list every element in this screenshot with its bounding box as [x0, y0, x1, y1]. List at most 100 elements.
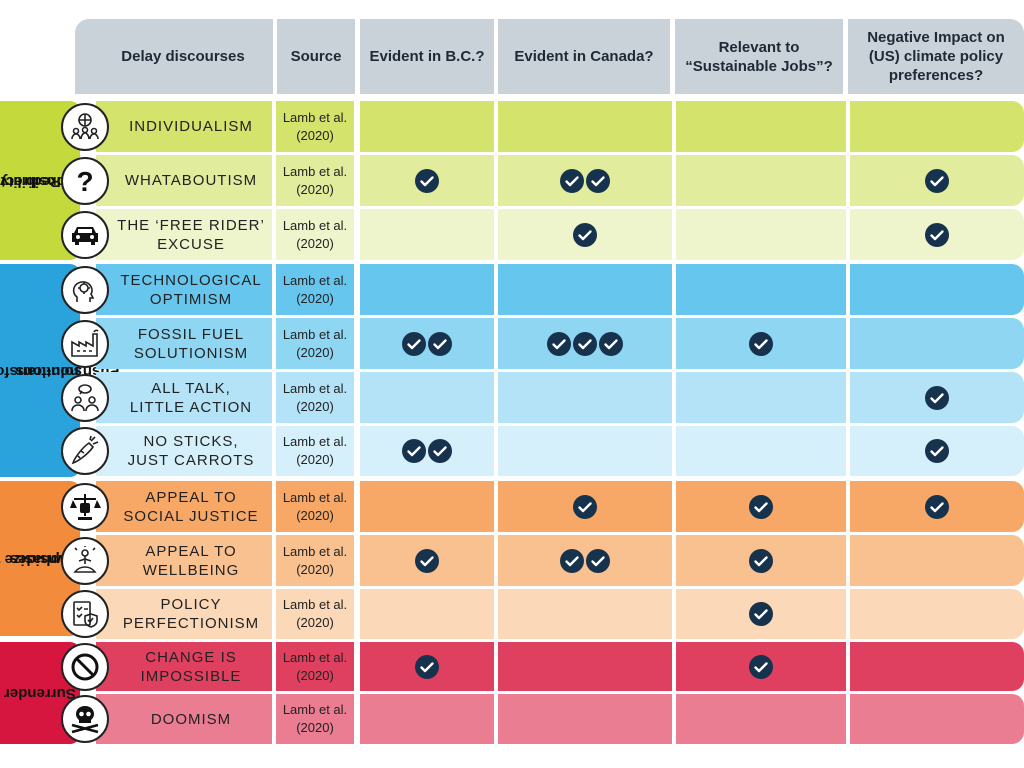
negative-impact-cell	[850, 694, 1024, 744]
check-icon	[573, 331, 597, 356]
evident-canada-cell	[498, 155, 672, 206]
negative-impact-cell	[850, 209, 1024, 260]
check-icon	[547, 331, 571, 356]
source-line2: (2020)	[296, 181, 334, 197]
check-icon	[560, 168, 584, 193]
source-cell: Lamb et al. (2020)	[276, 209, 354, 260]
header-source: Source	[277, 19, 355, 94]
header-evident-bc: Evident in B.C.?	[360, 19, 494, 94]
table-row: FOSSIL FUEL SOLUTIONISM Lamb et al. (2020)	[96, 318, 1024, 369]
check-icon	[925, 439, 949, 463]
negative-impact-cell	[850, 372, 1024, 423]
evident-bc-cell	[360, 426, 494, 476]
table-row: INDIVIDUALISM Lamb et al. (2020)	[96, 101, 1024, 152]
source-line1: Lamb et al.	[282, 543, 348, 559]
evident-bc-cell	[360, 642, 494, 691]
source-line2: (2020)	[296, 398, 334, 414]
source-cell: Lamb et al. (2020)	[276, 694, 354, 744]
source-cell: Lamb et al. (2020)	[276, 589, 354, 639]
table-row: NO STICKS, JUST CARROTS Lamb et al. (2020)	[96, 426, 1024, 476]
header-sustainable-jobs: Relevant to “Sustainable Jobs”?	[675, 19, 843, 94]
discourse-name-line2: OPTIMISM	[149, 290, 233, 308]
check-icon	[402, 331, 426, 356]
negative-impact-cell	[850, 264, 1024, 315]
gear-head-icon	[61, 266, 109, 314]
source-line1: Lamb et al.	[282, 702, 348, 717]
check-icon	[573, 222, 597, 247]
source-line1: Lamb et al.	[282, 272, 348, 288]
table-row: ALL TALK, LITTLE ACTION Lamb et al. (2020)	[96, 372, 1024, 423]
check-icon	[925, 494, 949, 519]
negative-impact-cell	[850, 155, 1024, 206]
discourse-name-cell: APPEAL TO WELLBEING	[96, 535, 272, 586]
sustainable-jobs-cell	[676, 535, 846, 586]
source-line2: (2020)	[296, 127, 334, 143]
sustainable-jobs-cell	[676, 642, 846, 691]
table-row: DOOMISM Lamb et al. (2020)	[96, 694, 1024, 744]
justice-fist-icon	[61, 483, 109, 531]
discourse-name-line2: IMPOSSIBLE	[140, 667, 242, 685]
header-sj-line1: Relevant to	[718, 38, 800, 56]
header-delay-discourses: Delay discourses	[75, 19, 273, 94]
source-line2: (2020)	[296, 507, 334, 523]
source-line1: Lamb et al.	[282, 217, 348, 233]
discourse-name-cell: THE ‘FREE RIDER’ EXCUSE	[96, 209, 272, 260]
check-icon	[925, 222, 949, 247]
source-cell: Lamb et al. (2020)	[276, 101, 354, 152]
table-row: POLICY PERFECTIONISM Lamb et al. (2020)	[96, 589, 1024, 639]
negative-impact-cell	[850, 642, 1024, 691]
discourse-name-line2: PERFECTIONISM	[122, 615, 260, 632]
check-icon	[749, 331, 773, 356]
sustainable-jobs-cell	[676, 372, 846, 423]
source-cell: Lamb et al. (2020)	[276, 426, 354, 476]
check-icon	[573, 494, 597, 519]
source-line2: (2020)	[296, 667, 334, 683]
evident-bc-cell	[360, 589, 494, 639]
source-cell: Lamb et al. (2020)	[276, 264, 354, 315]
table-row: TECHNOLOGICAL OPTIMISM Lamb et al. (2020)	[96, 264, 1024, 315]
discourse-name-cell: ALL TALK, LITTLE ACTION	[96, 372, 272, 423]
sustainable-jobs-cell	[676, 481, 846, 532]
people-globe-icon	[61, 103, 109, 151]
sustainable-jobs-cell	[676, 209, 846, 260]
negative-impact-cell	[850, 481, 1024, 532]
header-neg-line2: (US) climate policy	[868, 48, 1004, 65]
evident-canada-cell	[498, 318, 672, 369]
category-surrender-label: Surrender	[4, 685, 76, 702]
check-icon	[415, 548, 439, 573]
prohibited-icon	[61, 643, 109, 691]
source-cell: Lamb et al. (2020)	[276, 155, 354, 206]
discourse-name-line2: WELLBEING	[142, 561, 240, 579]
evident-bc-cell	[360, 209, 494, 260]
check-icon	[402, 439, 426, 463]
discourse-name-line1: WHATABOUTISM	[124, 172, 258, 189]
skull-crossbones-icon	[61, 695, 109, 743]
discourse-name-line1: ALL TALK,	[151, 379, 231, 397]
evident-bc-cell	[360, 155, 494, 206]
check-icon	[428, 331, 452, 356]
evident-bc-cell	[360, 264, 494, 315]
evident-canada-cell	[498, 209, 672, 260]
question-mark-icon: ?	[61, 157, 109, 205]
source-line2: (2020)	[296, 561, 334, 577]
svg-text:?: ?	[76, 166, 93, 197]
checklist-shield-icon	[61, 590, 109, 638]
sustainable-jobs-cell	[676, 101, 846, 152]
source-line2: (2020)	[296, 235, 334, 251]
source-line1: Lamb et al.	[282, 109, 348, 125]
evident-canada-cell	[498, 481, 672, 532]
check-icon	[560, 548, 584, 573]
source-line1: Lamb et al.	[282, 434, 348, 449]
header-negative-impact: Negative Impact on (US) climate policy pre…	[848, 19, 1024, 94]
discourse-name-line1: NO STICKS,	[143, 433, 239, 450]
source-line2: (2020)	[296, 452, 334, 467]
negative-impact-cell	[850, 101, 1024, 152]
source-cell: Lamb et al. (2020)	[276, 318, 354, 369]
discourse-name-line1: APPEAL TO	[145, 542, 237, 560]
evident-bc-cell	[360, 372, 494, 423]
source-cell: Lamb et al. (2020)	[276, 481, 354, 532]
source-line1: Lamb et al.	[282, 649, 348, 665]
header-delay-label: Delay discourses	[121, 48, 245, 65]
evident-canada-cell	[498, 264, 672, 315]
discourse-name-line1: FOSSIL FUEL	[137, 325, 245, 343]
